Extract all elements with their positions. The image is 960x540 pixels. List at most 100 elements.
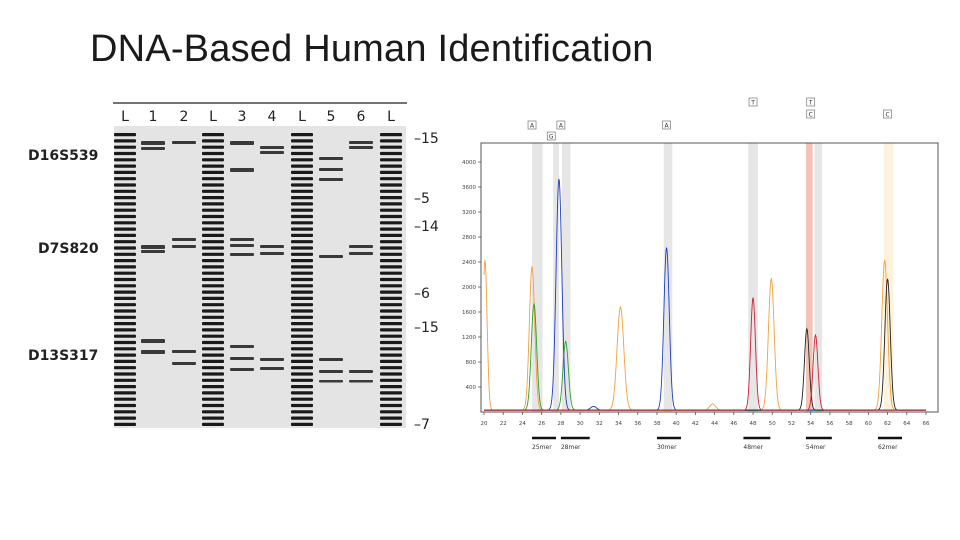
ladder-band [380,246,402,250]
lane-label: 6 [357,109,366,125]
base-call-label: A [559,122,564,129]
lane-label: 4 [268,109,277,125]
ladder-band [202,366,224,370]
base-call-label: A [530,122,535,129]
ladder-band [291,265,313,269]
ladder-band [202,240,224,244]
sample-band [172,141,196,144]
ladder-band [291,259,313,263]
ladder-band [202,359,224,363]
sample-band [260,252,284,255]
sample-band [141,250,165,253]
ladder-band [202,227,224,231]
ladder-band [380,227,402,231]
ladder-band [291,252,313,256]
ladder-band [114,164,136,168]
ladder-band [380,366,402,370]
ladder-band [291,145,313,149]
ladder-band [114,240,136,244]
sample-band [172,238,196,241]
ladder-band [380,309,402,313]
x-tick-label: 46 [730,421,737,427]
ladder-band [291,284,313,288]
ladder-band [114,259,136,263]
ladder-band [114,303,136,307]
ladder-band [202,145,224,149]
ladder-band [291,309,313,313]
lane-label: L [121,109,129,125]
ladder-band [291,296,313,300]
ladder-band [380,183,402,187]
ladder-band [114,170,136,174]
ladder-band [380,353,402,357]
x-tick-label: 22 [500,421,507,427]
ladder-band [114,183,136,187]
ladder-band [114,196,136,200]
sample-band [319,370,343,373]
base-call-a-marker: A [662,120,671,130]
x-tick-label: 44 [711,421,718,427]
sample-band [349,141,373,144]
ladder-band [291,151,313,156]
ladder-band [114,221,136,225]
lane-label: L [298,109,306,125]
lane-label: L [387,109,395,125]
sample-band [172,362,196,365]
base-call-label: G [549,133,554,140]
ladder-band [202,410,224,414]
ladder-band [114,158,136,162]
ladder-band [291,271,313,275]
ladder-band [380,208,402,212]
lane-label: 3 [238,109,247,125]
ladder-band [380,265,402,269]
fragment-markers: 25mer 28mer 30mer 48mer 54mer 62mer [532,436,902,451]
ladder-band [380,397,402,401]
lane-label: L [209,109,217,125]
x-tick-label: 62 [884,421,891,427]
ladder-band [114,397,136,401]
ladder-band [202,170,224,174]
ladder-band [202,177,224,181]
locus-label-d7s820: D7S820 [38,241,99,257]
peak-highlight [814,143,823,412]
ladder-band [202,290,224,294]
ladder-band [380,170,402,174]
base-call-t-marker: T [748,97,758,107]
ladder-band [380,410,402,414]
ladder-band [291,227,313,231]
ladder-band [291,303,313,307]
x-tick-label: 48 [750,421,757,427]
y-axis: 4000 3600 3200 2800 2400 2000 1600 1200 800 400 [462,160,481,391]
ladder-band [202,315,224,319]
ladder-band [114,322,136,326]
ladder-band [380,322,402,326]
ladder-band [202,422,224,426]
ladder-band [114,359,136,363]
sample-band [230,168,254,172]
sample-band [260,367,284,370]
sample-band [319,168,343,171]
peak-highlight [748,143,758,412]
ladder-band [380,158,402,162]
ladder-band [114,151,136,156]
sample-band [230,244,254,247]
sample-band [141,350,165,354]
sample-band [230,141,254,145]
sample-band [349,252,373,255]
ladder-band [202,277,224,282]
ladder-band [202,353,224,357]
ladder-band [291,359,313,363]
base-call-label: C [885,111,889,118]
ladder-band [380,240,402,244]
ladder-band [202,385,224,389]
plot-frame [480,142,939,413]
ladder-band [291,202,313,206]
base-call-a-marker: A [556,120,566,130]
sample-band [141,339,165,343]
ladder-band [202,221,224,225]
sample-band [349,370,373,373]
fragment-label: 48mer [743,444,763,451]
ladder-band [202,303,224,307]
ladder-band [291,240,313,244]
